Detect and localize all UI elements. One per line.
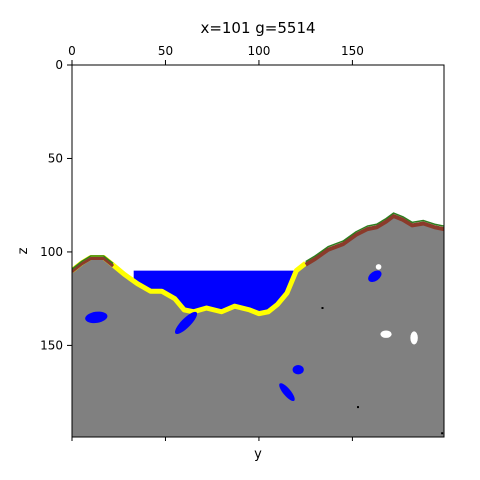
terrain-stone: [72, 214, 444, 437]
speck: [321, 307, 324, 310]
snow-pocket: [380, 330, 392, 338]
y-tick-label: 150: [40, 338, 63, 352]
speck: [441, 432, 444, 435]
dirt-layer-left: [72, 257, 115, 273]
plot-area: [72, 65, 444, 437]
x-axis-label: y: [254, 447, 262, 462]
chart-title: x=101 g=5514: [200, 19, 315, 37]
snow-pocket: [410, 331, 418, 345]
x-tick-label: 50: [158, 44, 173, 58]
water-pocket: [174, 311, 198, 335]
x-tick-label: 150: [341, 44, 364, 58]
water-pocket: [279, 383, 295, 402]
y-axis: 0 50 100 150: [40, 58, 72, 352]
y-tick-label: 50: [48, 151, 63, 165]
plot-frame: [71, 64, 445, 438]
speck: [357, 406, 360, 409]
dirt-layer-right: [304, 214, 444, 267]
grass-layer-right: [305, 212, 444, 263]
water-pocket: [368, 270, 382, 282]
y-tick-label: 0: [55, 58, 63, 72]
y-tick-label: 100: [40, 245, 63, 259]
water-pocket: [292, 365, 304, 375]
x-axis: 0 50 100 150: [68, 44, 364, 441]
y-axis-label: z: [16, 247, 31, 254]
water-pocket: [85, 311, 108, 324]
snow-pocket: [375, 264, 382, 270]
x-tick-label: 100: [247, 44, 270, 58]
x-tick-label: 0: [68, 44, 76, 58]
grass-layer-left: [72, 255, 114, 270]
